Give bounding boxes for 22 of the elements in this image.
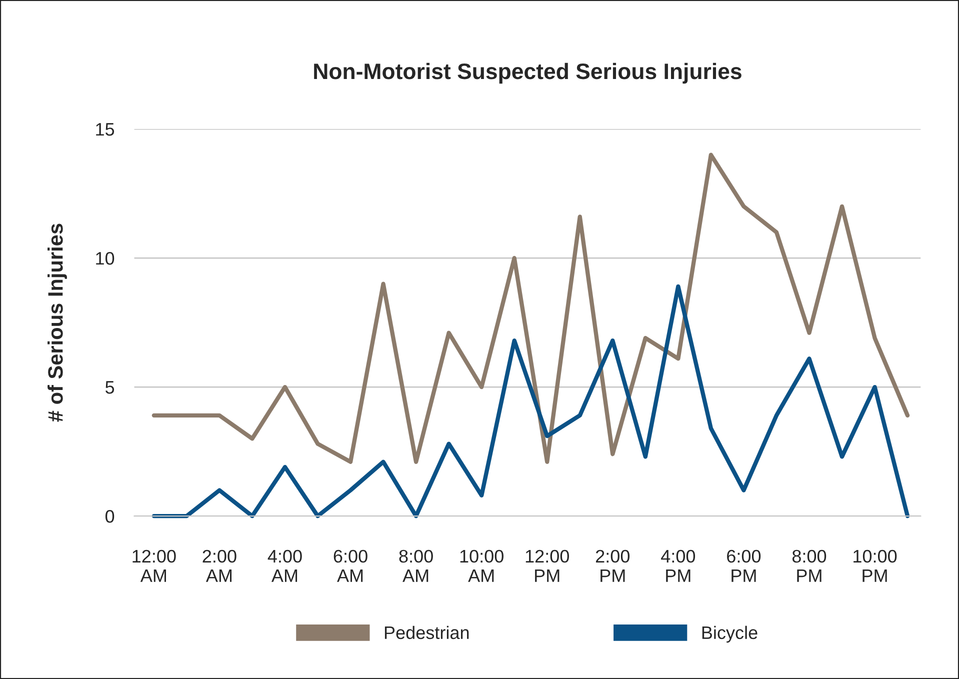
x-tick-label: 6:00 PM	[727, 550, 761, 582]
x-tick-label: 10:00 PM	[854, 550, 897, 582]
y-tick-label: 15	[96, 123, 114, 136]
x-tick-label: 12:00 PM	[526, 550, 569, 582]
x-tick-label: 10:00 AM	[460, 550, 504, 582]
x-tick-label: 12:00 AM	[132, 550, 176, 582]
chart-title: Non-Motorist Suspected Serious Injuries	[314, 62, 742, 84]
line-series	[152, 152, 910, 464]
line-series	[152, 284, 910, 518]
x-tick-label: 8:00 AM	[399, 550, 433, 582]
x-tick-label: 8:00 PM	[792, 550, 826, 582]
x-tick-label: 2:00 AM	[202, 550, 236, 582]
y-tick-label: 0	[105, 510, 114, 523]
x-tick-label: 6:00 AM	[334, 550, 368, 582]
y-tick-label: 5	[105, 381, 114, 394]
legend-label: Pedestrian	[384, 626, 469, 640]
x-tick-label: 2:00 PM	[596, 550, 630, 582]
x-tick-label: 4:00 AM	[268, 550, 302, 582]
x-tick-label: 4:00 PM	[661, 550, 696, 582]
legend-label: Bicycle	[702, 626, 758, 643]
y-axis-title: # of Serious Injuries	[48, 224, 67, 422]
y-tick-label: 10	[96, 252, 114, 265]
